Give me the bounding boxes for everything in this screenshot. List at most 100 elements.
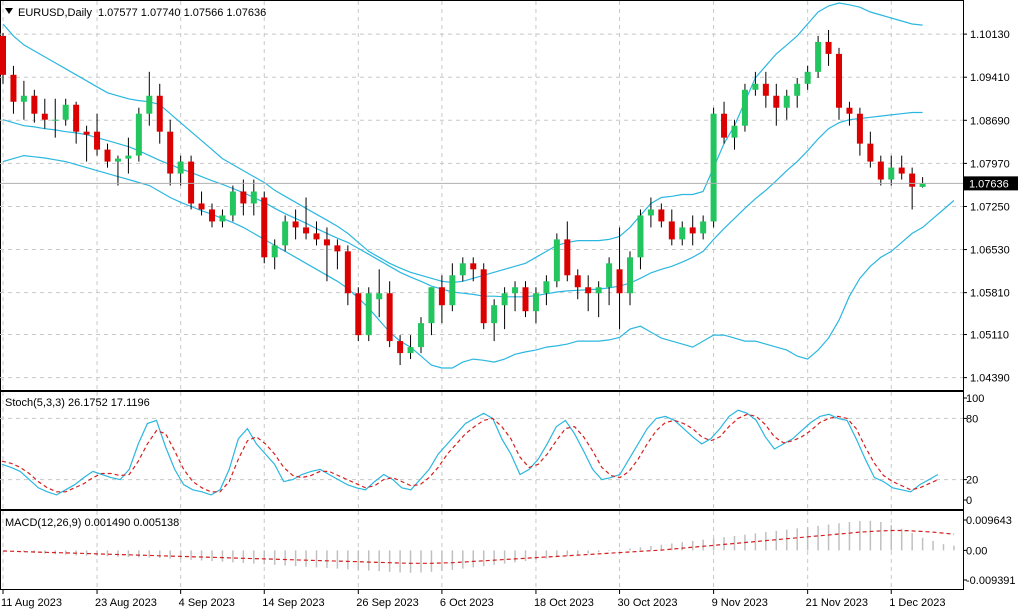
y-tick-label: 1.06530 xyxy=(970,245,1010,257)
candle-body xyxy=(606,263,613,288)
price-pane[interactable] xyxy=(0,0,964,391)
price-pane-frame xyxy=(0,0,964,391)
candle-body xyxy=(877,161,884,180)
candle xyxy=(470,257,477,282)
candle xyxy=(0,32,6,84)
candle-body xyxy=(10,74,17,102)
candle-body xyxy=(323,239,330,246)
candle xyxy=(480,263,487,330)
candle xyxy=(846,101,853,126)
candle-body xyxy=(616,269,623,294)
candle xyxy=(877,155,884,186)
band-upper-line xyxy=(2,2,923,284)
candle-body xyxy=(595,287,602,294)
candle xyxy=(397,335,404,366)
candle xyxy=(616,227,623,330)
candle-body xyxy=(856,113,863,144)
bollinger-bands xyxy=(2,2,955,369)
candle-body xyxy=(574,275,581,288)
candle xyxy=(52,98,59,138)
candle-body xyxy=(94,131,101,150)
candle xyxy=(418,317,424,354)
candle xyxy=(627,251,633,306)
candle xyxy=(94,113,101,156)
macd-title: MACD(12,26,9) 0.001490 0.005138 xyxy=(5,517,179,529)
stoch-lines xyxy=(1,409,939,496)
candle-body xyxy=(501,293,508,306)
candle xyxy=(219,209,226,228)
candle xyxy=(804,65,811,90)
candle-body xyxy=(909,173,916,187)
candle-body xyxy=(762,83,769,96)
candle-body xyxy=(167,131,174,174)
candle xyxy=(585,275,592,312)
candle xyxy=(438,275,445,324)
candle xyxy=(710,107,717,228)
candle-body xyxy=(261,197,268,258)
candle xyxy=(156,83,163,144)
candle xyxy=(10,65,17,114)
stoch-pane[interactable] xyxy=(0,391,964,510)
candle-body xyxy=(721,113,728,138)
candle xyxy=(783,89,790,120)
candle xyxy=(198,191,205,216)
candle-body xyxy=(125,155,132,159)
symbol-label: EURUSD,Daily 1.07577 1.07740 1.07566 1.07… xyxy=(18,7,266,19)
y-tick-label: 1.07970 xyxy=(970,158,1010,170)
stoch-title: Stoch(5,3,3) 26.1752 17.1196 xyxy=(5,397,150,409)
candle-body xyxy=(480,269,487,324)
x-tick-label: 4 Sep 2023 xyxy=(179,597,235,609)
candle-body xyxy=(177,161,184,174)
band-lower-line xyxy=(2,154,955,369)
candle xyxy=(522,281,529,318)
candle xyxy=(386,281,393,348)
x-axis-labels: 11 Aug 2023 23 Aug 2023 4 Sep 2023 14 Sep 2… xyxy=(1,590,946,609)
candle-body xyxy=(303,227,310,234)
candle xyxy=(114,155,121,186)
candle-body xyxy=(647,209,654,216)
candle xyxy=(376,269,383,318)
current-price-tag-text: 1.07636 xyxy=(969,178,1009,190)
candle-body xyxy=(397,341,404,354)
candle-body xyxy=(741,89,748,126)
stoch-pane-frame xyxy=(0,391,964,510)
candle xyxy=(167,119,174,186)
candle xyxy=(282,215,289,252)
candle-body xyxy=(585,287,592,294)
x-tick-label: 1 Dec 2023 xyxy=(889,597,945,609)
y-tick-label: 1.05810 xyxy=(970,288,1010,300)
candle xyxy=(679,221,686,246)
candle-body xyxy=(731,125,738,138)
candle-body xyxy=(355,293,362,336)
candle-body xyxy=(836,53,842,108)
candle-body xyxy=(825,41,832,54)
candle xyxy=(501,287,508,330)
candle xyxy=(104,143,111,168)
candle xyxy=(898,155,905,180)
candle-body xyxy=(898,167,905,174)
price-header: EURUSD,Daily 1.07577 1.07740 1.07566 1.07… xyxy=(5,7,266,19)
x-tick-label: 23 Aug 2023 xyxy=(95,597,157,609)
y-tick-label: 1.10130 xyxy=(970,29,1010,41)
candle-body xyxy=(146,95,153,114)
candle-body xyxy=(867,143,874,162)
candle xyxy=(658,203,665,228)
collapse-triangle-icon[interactable] xyxy=(5,8,13,14)
candle xyxy=(867,131,874,168)
candle xyxy=(355,287,362,342)
candle-body xyxy=(888,167,895,180)
candle-body xyxy=(428,287,435,324)
x-tick-label: 6 Oct 2023 xyxy=(440,597,494,609)
candle xyxy=(20,80,27,120)
candle xyxy=(250,179,257,216)
candle-body xyxy=(188,161,195,204)
candle xyxy=(637,209,644,270)
y-tick-label: 1.07250 xyxy=(970,201,1010,213)
symbol-text: EURUSD,Daily xyxy=(18,7,92,19)
candle xyxy=(564,221,571,282)
y-tick-label: 1.09410 xyxy=(970,72,1010,84)
y-tick-label: 0.00 xyxy=(966,545,987,557)
candle-body xyxy=(292,221,299,228)
candle-body xyxy=(344,251,351,294)
